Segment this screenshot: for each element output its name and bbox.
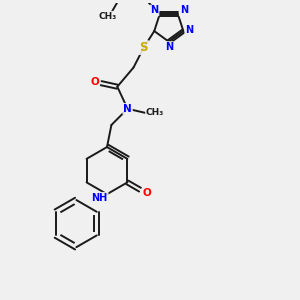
Text: N: N xyxy=(151,5,159,15)
Text: NH: NH xyxy=(92,193,108,203)
Text: CH₃: CH₃ xyxy=(146,108,164,117)
Text: O: O xyxy=(142,188,151,198)
Text: N: N xyxy=(165,42,173,52)
Text: CH₃: CH₃ xyxy=(99,12,117,21)
Text: S: S xyxy=(140,41,148,54)
Text: N: N xyxy=(185,25,193,34)
Text: O: O xyxy=(90,77,99,87)
Text: N: N xyxy=(123,104,132,114)
Text: N: N xyxy=(180,5,188,15)
